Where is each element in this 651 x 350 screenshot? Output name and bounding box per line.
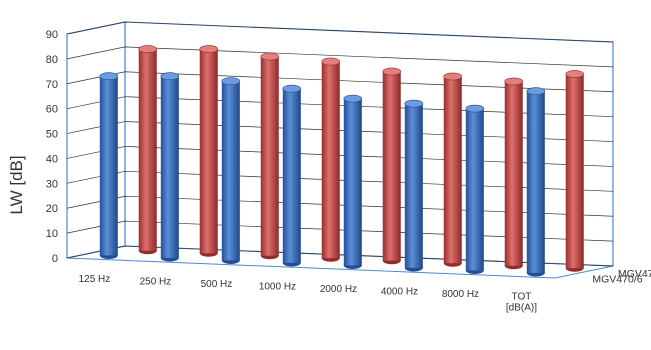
- x-tick-label: 1000 Hz: [259, 282, 296, 293]
- x-tick-label: 4000 Hz: [381, 287, 418, 298]
- bar: [526, 87, 546, 277]
- x-tick-labels: 125 Hz 250 Hz 500 Hz 1000 Hz 2000 Hz 4000 Hz 8…: [79, 274, 538, 314]
- y-axis-label: LW [dB]: [7, 155, 26, 214]
- y-tick-label: 30: [46, 178, 58, 190]
- series-labels: MGV470/4MGV470/6: [592, 268, 651, 285]
- bar: [504, 77, 524, 270]
- y-tick-labels: 0 10 20 30 40 50 60 70 80 90: [46, 29, 58, 265]
- x-tick-label: 8000 Hz: [442, 289, 479, 300]
- y-tick-label: 40: [46, 153, 58, 165]
- gridline: [66, 46, 614, 68]
- bar: [199, 45, 219, 257]
- bar: [138, 45, 158, 255]
- x-tick-label: 125 Hz: [79, 274, 111, 285]
- y-tick-label: 60: [46, 104, 58, 116]
- y-tick-label: 80: [46, 54, 58, 66]
- bar: [343, 94, 363, 269]
- x-tick-label: 2000 Hz: [320, 284, 357, 295]
- bar: [99, 72, 119, 259]
- bar: [282, 84, 302, 267]
- bar: [321, 57, 341, 262]
- series-mgv470-6-bars: [99, 72, 546, 277]
- y-tick-label: 70: [46, 79, 58, 91]
- x-tick-label: 500 Hz: [201, 279, 233, 290]
- y-tick-label: 50: [46, 129, 58, 141]
- bar: [565, 70, 585, 272]
- series-label: MGV470/6: [592, 273, 642, 285]
- bar: [404, 99, 424, 272]
- bar: [465, 104, 485, 274]
- gridline: [66, 21, 614, 43]
- bar: [160, 72, 180, 262]
- series-mgv470-4-bars: [138, 45, 585, 272]
- bar: [382, 67, 402, 265]
- bar: [443, 72, 463, 267]
- y-tick-label: 90: [46, 29, 58, 41]
- bar: [260, 52, 280, 260]
- x-tick-label: 250 Hz: [140, 277, 172, 288]
- x-tick-label: TOT [dB(A)]: [506, 292, 537, 314]
- series-label: MGV470/4: [618, 268, 651, 280]
- y-tick-label: 10: [46, 228, 58, 240]
- y-tick-label: 0: [52, 253, 58, 265]
- bar: [221, 77, 241, 264]
- y-tick-label: 20: [46, 203, 58, 215]
